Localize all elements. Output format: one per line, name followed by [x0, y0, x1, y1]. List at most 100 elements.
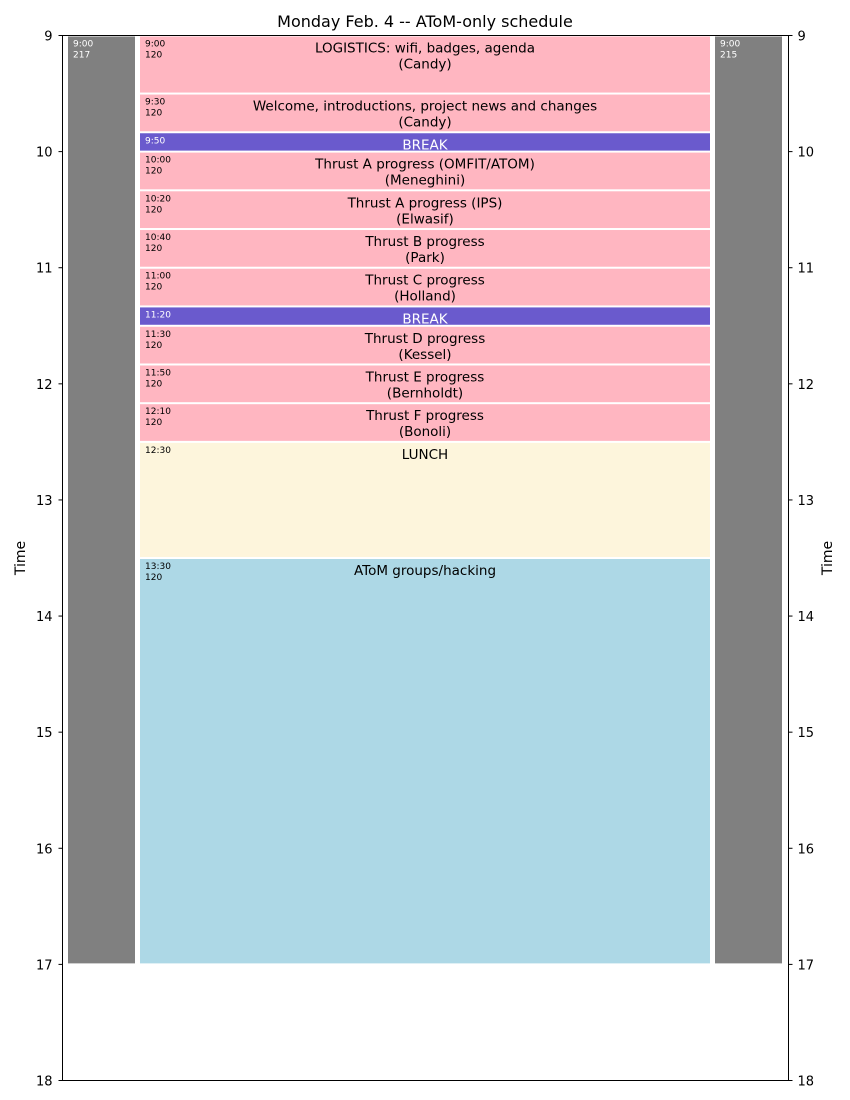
- block-room-label: 217: [73, 51, 90, 61]
- block-time-label: 11:00: [145, 272, 171, 282]
- block-speaker: (Candy): [398, 115, 451, 131]
- block-time-label: 13:30: [145, 562, 171, 572]
- block-time-label: 10:40: [145, 233, 171, 243]
- block-title: BREAK: [402, 137, 448, 153]
- block-room-label: 120: [145, 379, 162, 389]
- block-time-label: 9:50: [145, 136, 165, 146]
- y-axis-label-left: Time: [13, 541, 29, 576]
- schedule-block: 12:30 LUNCH: [140, 442, 710, 557]
- block-room-label: 120: [145, 573, 162, 583]
- block-title: Thrust E progress: [365, 369, 485, 385]
- block-title: Thrust A progress (IPS): [347, 195, 503, 211]
- y-axis-label-right: Time: [820, 541, 836, 576]
- y-tick-label-left: 13: [36, 494, 53, 509]
- block-speaker: (Meneghini): [385, 173, 466, 189]
- schedule-block-fill: [715, 36, 782, 964]
- block-title: Thrust D progress: [364, 331, 486, 347]
- y-tick-label-right: 17: [798, 958, 815, 973]
- schedule-block-fill: [140, 307, 710, 325]
- axes-layer: 9 9 10 10 11 11 12 12 13 13 14 14 15 15 16 16 17 17 18 18: [36, 30, 814, 1090]
- block-room-label: 120: [145, 167, 162, 177]
- block-speaker: (Kessel): [398, 347, 451, 363]
- y-tick-label-right: 10: [798, 146, 815, 161]
- y-tick-label-left: 18: [36, 1075, 53, 1090]
- plot-frame: [62, 35, 789, 1081]
- schedule-block-fill: [140, 404, 710, 441]
- schedule-block-fill: [140, 365, 710, 403]
- block-time-label: 11:30: [145, 330, 171, 340]
- block-time-label: 12:10: [145, 407, 171, 417]
- block-room-label: 215: [720, 51, 737, 61]
- block-time-label: 9:00: [720, 40, 740, 50]
- block-room-label: 120: [145, 109, 162, 119]
- schedule-block-fill: [68, 36, 135, 964]
- block-time-label: 9:00: [73, 40, 93, 50]
- block-time-label: 11:20: [145, 310, 171, 320]
- schedule-block-fill: [140, 230, 710, 267]
- block-speaker: (Park): [405, 250, 445, 266]
- block-speaker: (Candy): [398, 57, 451, 73]
- y-tick-label-left: 10: [36, 146, 53, 161]
- y-tick-label-left: 14: [36, 610, 53, 625]
- y-tick-label-right: 13: [798, 494, 815, 509]
- y-tick-label-right: 11: [798, 262, 815, 277]
- block-time-label: 12:30: [145, 446, 171, 456]
- schedule-block: 9:50 BREAK: [140, 133, 710, 153]
- schedule-block-fill: [140, 191, 710, 229]
- y-tick-label-left: 16: [36, 842, 53, 857]
- y-tick-label-right: 18: [798, 1075, 815, 1090]
- y-tick-label-right: 9: [798, 30, 806, 45]
- schedule-block-fill: [140, 559, 710, 964]
- schedule-block-fill: [140, 133, 710, 151]
- y-tick-label-right: 16: [798, 842, 815, 857]
- y-tick-label-right: 12: [798, 378, 815, 393]
- y-tick-label-right: 15: [798, 726, 815, 741]
- block-speaker: (Elwasif): [396, 211, 454, 227]
- y-tick-label-right: 14: [798, 610, 815, 625]
- schedule-block-fill: [140, 326, 710, 364]
- block-speaker: (Bernholdt): [387, 385, 463, 401]
- block-speaker: (Holland): [394, 289, 456, 305]
- block-room-label: 120: [145, 244, 162, 254]
- block-time-label: 10:20: [145, 194, 171, 204]
- block-time-label: 9:00: [145, 40, 165, 50]
- block-title: LOGISTICS: wifi, badges, agenda: [315, 41, 535, 57]
- schedule-block-fill: [140, 36, 710, 93]
- y-tick-label-left: 17: [36, 958, 53, 973]
- y-tick-label-left: 11: [36, 262, 53, 277]
- y-tick-label-left: 15: [36, 726, 53, 741]
- schedule-block-fill: [140, 152, 710, 190]
- block-room-label: 120: [145, 51, 162, 61]
- block-speaker: (Bonoli): [399, 424, 451, 440]
- schedule-block-fill: [140, 442, 710, 557]
- y-tick-label-left: 9: [44, 30, 52, 45]
- y-tick-label-left: 12: [36, 378, 53, 393]
- block-title: Thrust B progress: [364, 234, 484, 250]
- block-title: Thrust A progress (OMFIT/ATOM): [314, 157, 535, 173]
- block-room-label: 120: [145, 418, 162, 428]
- block-title: BREAK: [402, 311, 448, 327]
- block-title: Thrust C progress: [364, 273, 485, 289]
- schedule-block-fill: [140, 268, 710, 306]
- block-room-label: 120: [145, 205, 162, 215]
- schedule-block-fill: [140, 94, 710, 132]
- schedule-block: 11:20 BREAK: [140, 307, 710, 327]
- block-title: LUNCH: [402, 447, 448, 463]
- block-time-label: 9:30: [145, 98, 165, 108]
- block-title: Thrust F progress: [365, 408, 484, 424]
- block-title: AToM groups/hacking: [354, 563, 496, 579]
